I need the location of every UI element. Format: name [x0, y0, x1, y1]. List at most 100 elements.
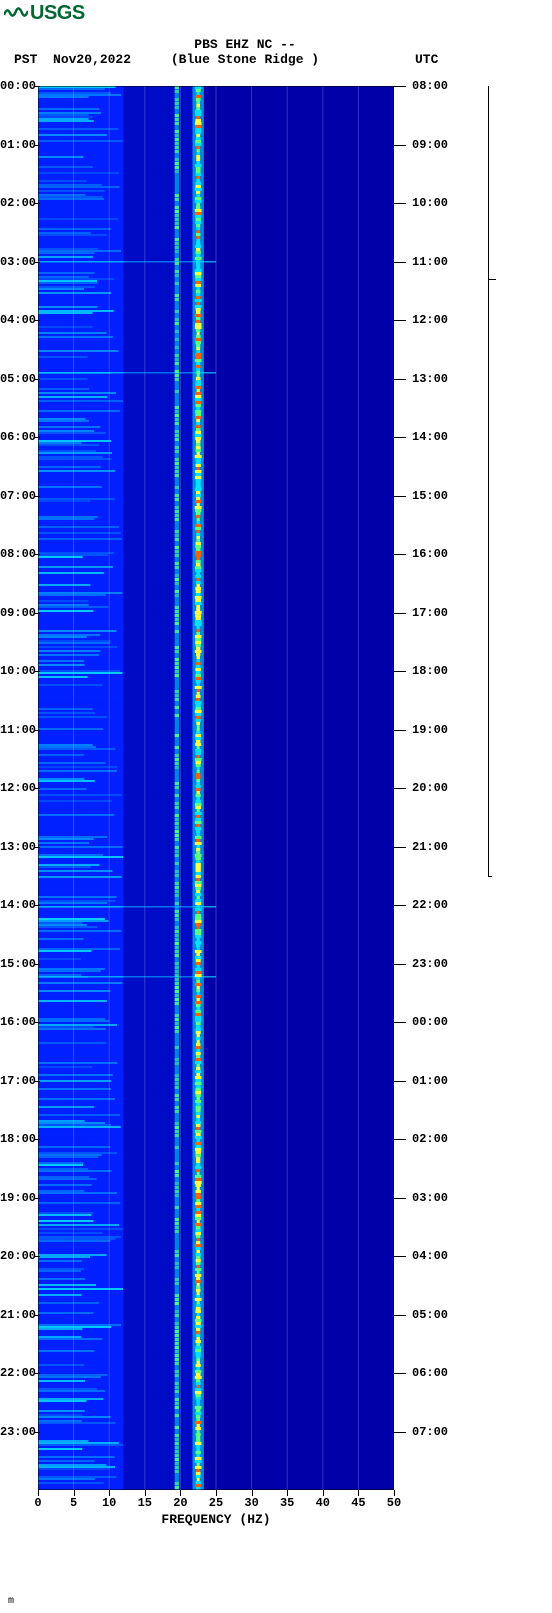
y-tick-label-right: 22:00: [412, 898, 448, 912]
x-tick-label: 10: [102, 1496, 116, 1510]
y-tick-label-right: 15:00: [412, 489, 448, 503]
x-tick-label: 30: [244, 1496, 258, 1510]
y-tick-label-right: 16:00: [412, 547, 448, 561]
y-tick-mark-right: [394, 1081, 406, 1082]
y-tick-label-left: 14:00: [0, 898, 36, 912]
x-tick-label: 20: [173, 1496, 187, 1510]
y-tick-label-left: 22:00: [0, 1366, 36, 1380]
title-line1: PBS EHZ NC --: [0, 38, 490, 52]
y-tick-label-left: 10:00: [0, 664, 36, 678]
y-tick-mark-right: [394, 613, 406, 614]
y-tick-label-right: 07:00: [412, 1425, 448, 1439]
y-tick-label-left: 16:00: [0, 1015, 36, 1029]
y-tick-label-right: 00:00: [412, 1015, 448, 1029]
y-tick-mark-right: [394, 730, 406, 731]
y-tick-label-right: 05:00: [412, 1308, 448, 1322]
y-tick-mark-right: [394, 1373, 406, 1374]
y-tick-label-right: 23:00: [412, 957, 448, 971]
y-tick-label-right: 03:00: [412, 1191, 448, 1205]
y-tick-mark-right: [394, 437, 406, 438]
y-tick-mark-right: [394, 788, 406, 789]
y-tick-label-right: 19:00: [412, 723, 448, 737]
y-tick-label-right: 21:00: [412, 840, 448, 854]
y-tick-label-left: 03:00: [0, 255, 36, 269]
y-tick-label-left: 19:00: [0, 1191, 36, 1205]
y-axis-right: 08:0009:0010:0011:0012:0013:0014:0015:00…: [394, 86, 464, 1490]
x-tick-label: 25: [209, 1496, 223, 1510]
y-tick-label-left: 00:00: [0, 79, 36, 93]
y-tick-label-left: 02:00: [0, 196, 36, 210]
y-tick-mark-right: [394, 671, 406, 672]
y-tick-mark-right: [394, 203, 406, 204]
header-left: PST Nov20,2022: [14, 52, 131, 67]
y-tick-mark-right: [394, 145, 406, 146]
right-tz: UTC: [415, 52, 438, 67]
x-tick-label: 45: [351, 1496, 365, 1510]
y-tick-label-left: 04:00: [0, 313, 36, 327]
y-tick-mark-right: [394, 1022, 406, 1023]
y-tick-mark-right: [394, 379, 406, 380]
y-tick-label-right: 12:00: [412, 313, 448, 327]
x-tick-label: 15: [138, 1496, 152, 1510]
x-tick-label: 35: [280, 1496, 294, 1510]
y-tick-label-left: 15:00: [0, 957, 36, 971]
y-tick-label-left: 18:00: [0, 1132, 36, 1146]
y-tick-label-left: 21:00: [0, 1308, 36, 1322]
logo-text: USGS: [30, 2, 85, 24]
y-tick-label-right: 17:00: [412, 606, 448, 620]
x-tick-label: 0: [34, 1496, 41, 1510]
y-tick-label-right: 01:00: [412, 1074, 448, 1088]
date: Nov20,2022: [53, 52, 131, 67]
y-tick-label-left: 11:00: [0, 723, 36, 737]
y-tick-mark-right: [394, 86, 406, 87]
y-tick-mark-right: [394, 496, 406, 497]
y-tick-label-right: 06:00: [412, 1366, 448, 1380]
y-tick-label-right: 04:00: [412, 1249, 448, 1263]
y-tick-label-left: 17:00: [0, 1074, 36, 1088]
x-tick-label: 5: [70, 1496, 77, 1510]
y-tick-label-left: 06:00: [0, 430, 36, 444]
y-tick-label-left: 23:00: [0, 1425, 36, 1439]
y-tick-mark-right: [394, 1198, 406, 1199]
aux-tick-mark: [488, 279, 496, 280]
y-axis-left: 00:0001:0002:0003:0004:0005:0006:0007:00…: [0, 86, 38, 1490]
y-tick-label-right: 11:00: [412, 255, 448, 269]
y-tick-label-right: 02:00: [412, 1132, 448, 1146]
footer-id: m: [8, 1596, 14, 1607]
y-tick-mark-right: [394, 1256, 406, 1257]
aux-tick-mark: [488, 876, 492, 877]
y-tick-mark-right: [394, 320, 406, 321]
x-tick-label: 40: [316, 1496, 330, 1510]
y-tick-label-right: 13:00: [412, 372, 448, 386]
y-tick-label-left: 01:00: [0, 138, 36, 152]
y-tick-label-left: 07:00: [0, 489, 36, 503]
y-tick-mark-right: [394, 964, 406, 965]
y-tick-mark-right: [394, 262, 406, 263]
y-tick-label-right: 08:00: [412, 79, 448, 93]
page: USGS PBS EHZ NC -- (Blue Stone Ridge ) P…: [0, 0, 552, 1613]
y-tick-label-left: 05:00: [0, 372, 36, 386]
x-tick-label: 50: [387, 1496, 401, 1510]
y-tick-mark-right: [394, 905, 406, 906]
y-tick-label-left: 13:00: [0, 840, 36, 854]
aux-axis-line: [488, 86, 489, 876]
y-tick-label-left: 08:00: [0, 547, 36, 561]
y-tick-label-right: 18:00: [412, 664, 448, 678]
y-tick-mark-right: [394, 554, 406, 555]
spectrogram-plot: [38, 86, 394, 1490]
y-tick-label-right: 20:00: [412, 781, 448, 795]
y-tick-label-right: 14:00: [412, 430, 448, 444]
y-tick-mark-right: [394, 1315, 406, 1316]
y-tick-label-right: 09:00: [412, 138, 448, 152]
y-tick-label-left: 12:00: [0, 781, 36, 795]
spectrogram-svg: [38, 86, 394, 1490]
y-tick-label-left: 09:00: [0, 606, 36, 620]
usgs-logo: USGS: [4, 2, 85, 25]
y-tick-mark-right: [394, 847, 406, 848]
y-tick-label-right: 10:00: [412, 196, 448, 210]
y-tick-mark-right: [394, 1139, 406, 1140]
left-tz: PST: [14, 52, 37, 67]
y-tick-label-left: 20:00: [0, 1249, 36, 1263]
y-tick-mark-right: [394, 1432, 406, 1433]
wave-icon: [4, 2, 28, 25]
